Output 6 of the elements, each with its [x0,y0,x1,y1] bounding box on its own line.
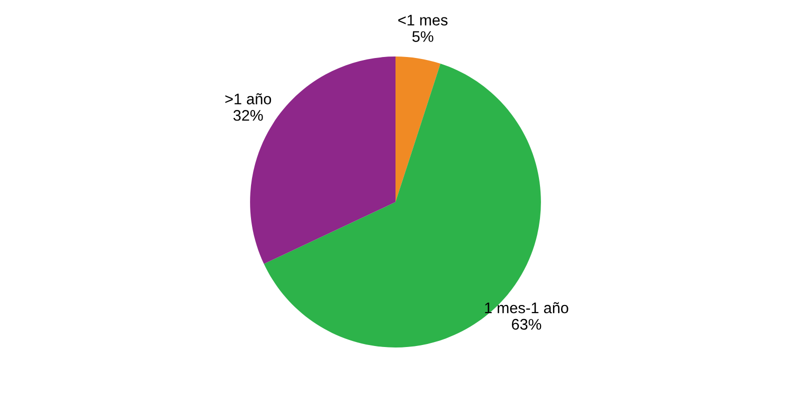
data-label: 5% [412,31,434,42]
slice-label: 1 mes-1 año [485,302,568,314]
slice-label: >1 año [225,93,272,104]
data-label: 63% [512,318,542,330]
slice-label: <1 mes [398,14,448,26]
data-label: 32% [233,110,263,121]
